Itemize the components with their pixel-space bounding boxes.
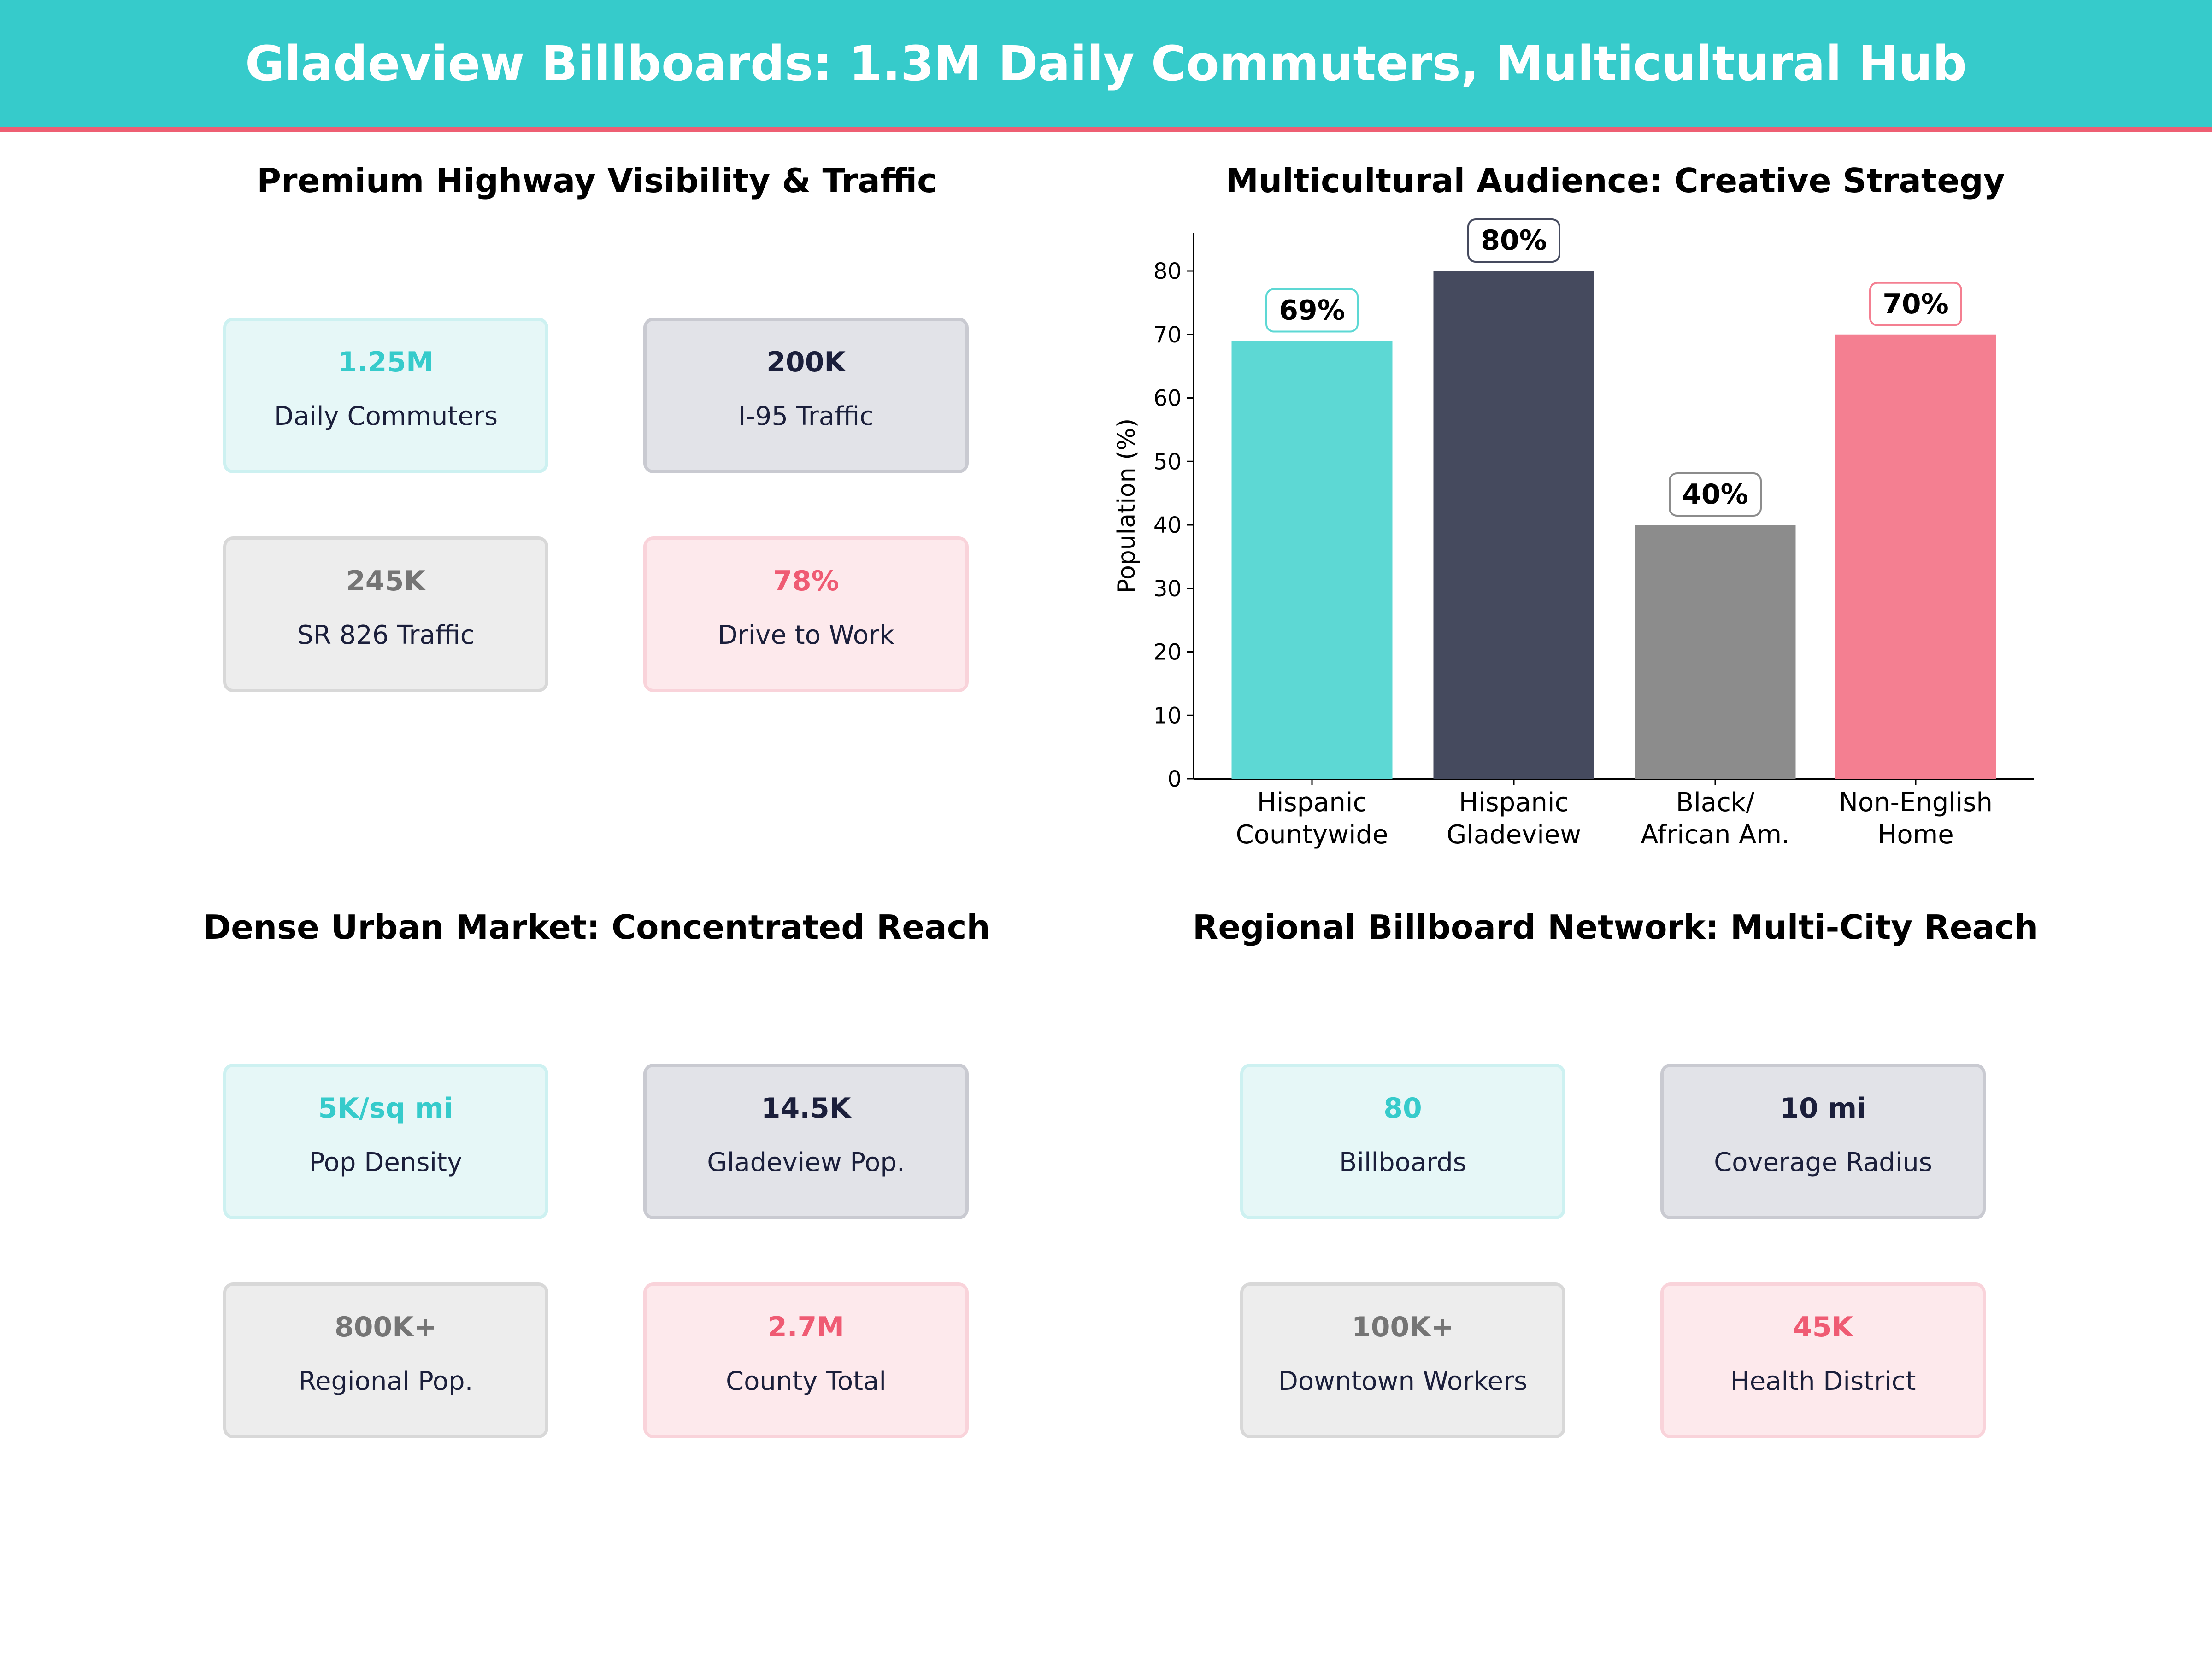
stat-value: 10 mi	[1780, 1092, 1866, 1124]
stat-label: Downtown Workers	[1278, 1366, 1528, 1396]
stat-label: Regional Pop.	[298, 1366, 473, 1396]
x-tick-label: Gladeview	[1447, 820, 1581, 850]
page-title: Gladeview Billboards: 1.3M Daily Commute…	[245, 35, 1967, 92]
stat-value: 200K	[766, 346, 846, 378]
y-tick-label: 40	[1153, 512, 1182, 538]
data-label: 80%	[1481, 224, 1547, 257]
stat-label: Daily Commuters	[273, 401, 498, 431]
stat-card: 2.7M County Total	[643, 1282, 969, 1438]
data-label-box	[1869, 282, 1962, 326]
data-label-box	[1467, 218, 1560, 263]
stat-card: 14.5K Gladeview Pop.	[643, 1064, 969, 1219]
data-label: 69%	[1279, 294, 1345, 327]
y-tick-label: 80	[1153, 259, 1182, 284]
x-tick-label: Countywide	[1236, 820, 1388, 850]
bar	[1635, 525, 1796, 779]
stat-value: 80	[1383, 1092, 1422, 1124]
x-tick-label: African Am.	[1641, 820, 1790, 850]
stat-value: 2.7M	[768, 1311, 844, 1343]
stat-label: I-95 Traffic	[738, 401, 874, 431]
stat-label: Gladeview Pop.	[707, 1147, 905, 1177]
stat-value: 14.5K	[761, 1092, 851, 1124]
x-tick-label: Non-English	[1839, 788, 1993, 818]
y-tick-label: 20	[1153, 640, 1182, 665]
y-tick-label: 60	[1153, 386, 1182, 412]
stat-label: County Total	[725, 1366, 887, 1396]
y-axis-label: Population (%)	[1113, 418, 1141, 594]
y-tick-label: 10	[1153, 703, 1182, 729]
y-tick-label: 30	[1153, 576, 1182, 602]
stat-card: 45K Health District	[1660, 1282, 1986, 1438]
stat-label: Pop Density	[309, 1147, 463, 1177]
stat-label: Coverage Radius	[1714, 1147, 1932, 1177]
y-tick-label: 70	[1153, 322, 1182, 348]
panel-title-highway: Premium Highway Visibility & Traffic	[257, 161, 937, 200]
stat-label: Billboards	[1339, 1147, 1466, 1177]
stat-card: 100K+ Downtown Workers	[1240, 1282, 1565, 1438]
stat-card: 200K I-95 Traffic	[643, 318, 969, 473]
stat-value: 245K	[346, 565, 425, 597]
stat-value: 800K+	[334, 1311, 437, 1343]
stat-card: 80 Billboards	[1240, 1064, 1565, 1219]
stat-card: 1.25M Daily Commuters	[223, 318, 548, 473]
x-tick-label: Black/	[1676, 788, 1755, 818]
data-label: 40%	[1682, 478, 1748, 511]
stat-card: 245K SR 826 Traffic	[223, 536, 548, 692]
stat-value: 5K/sq mi	[318, 1092, 453, 1124]
bar	[1231, 341, 1393, 779]
panel-title-network: Regional Billboard Network: Multi-City R…	[1192, 908, 2038, 947]
stat-label: Drive to Work	[718, 620, 894, 650]
x-tick-label: Hispanic	[1459, 788, 1569, 818]
stat-value: 100K+	[1351, 1311, 1454, 1343]
chart-title: Multicultural Audience: Creative Strateg…	[1225, 161, 2005, 200]
y-tick-label: 0	[1167, 766, 1182, 792]
x-tick-label: Home	[1877, 820, 1953, 850]
stat-card: 5K/sq mi Pop Density	[223, 1064, 548, 1219]
stat-label: Health District	[1730, 1366, 1916, 1396]
y-tick-label: 50	[1153, 449, 1182, 475]
bar	[1835, 334, 1996, 779]
stat-value: 1.25M	[338, 346, 434, 378]
stat-value: 78%	[773, 565, 839, 597]
stat-card: 10 mi Coverage Radius	[1660, 1064, 1986, 1219]
stat-value: 45K	[1793, 1311, 1853, 1343]
data-label: 70%	[1883, 288, 1949, 320]
data-label-box	[1669, 472, 1762, 517]
bar	[1433, 271, 1594, 779]
data-label-box	[1265, 288, 1359, 333]
stat-card: 800K+ Regional Pop.	[223, 1282, 548, 1438]
x-tick-label: Hispanic	[1257, 788, 1367, 818]
stat-card: 78% Drive to Work	[643, 536, 969, 692]
header-banner: Gladeview Billboards: 1.3M Daily Commute…	[0, 0, 2212, 132]
panel-title-urban: Dense Urban Market: Concentrated Reach	[203, 908, 990, 947]
stat-label: SR 826 Traffic	[297, 620, 475, 650]
